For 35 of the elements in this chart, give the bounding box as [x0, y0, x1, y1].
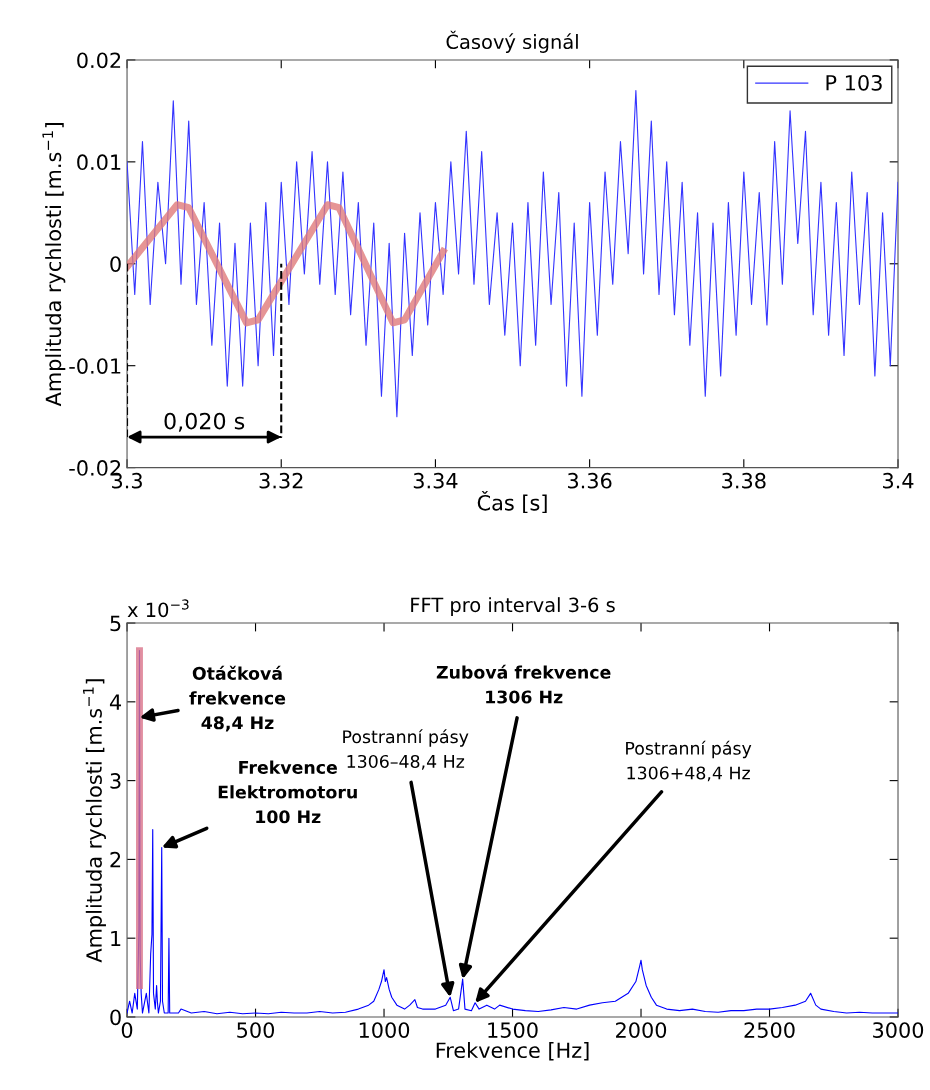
y-tick-label: 4: [109, 694, 122, 710]
annotation: Postranní pásy 1306–48,4 Hz: [343, 729, 469, 770]
x-tick-label: 2000: [616, 1022, 667, 1038]
y-tick-label: 1: [111, 930, 121, 947]
y-tick-label: 0: [110, 1009, 121, 1026]
x-tick-label: 0: [121, 1022, 133, 1038]
y-tick-label: 3: [110, 773, 121, 789]
x-tick-label: 3.34: [413, 472, 458, 489]
annotation: Otáčková frekvence 48,4 Hz: [189, 665, 286, 732]
x-tick-label: 3.4: [883, 472, 914, 489]
y-tick-label: -0.01: [69, 358, 121, 374]
x-tick-label: 500: [237, 1022, 275, 1038]
y-tick-label: 0.01: [77, 154, 121, 171]
annotation: Zubová frekvence 1306 Hz: [436, 664, 611, 704]
y-tick-label: 0: [110, 256, 121, 272]
text: x 10$^{−3}$: [127, 599, 189, 618]
annotation: 0,020 s: [164, 412, 245, 432]
y-tick-label: 2: [110, 851, 121, 868]
x-axis-title: Frekvence [Hz]: [436, 1041, 589, 1061]
chart-title: Časový signál: [446, 30, 578, 53]
y-tick-label: 0.02: [77, 52, 121, 69]
legend-label: P 103: [826, 74, 882, 91]
y-tick-label: 5: [110, 615, 121, 632]
annotation: Postranní pásy 1306+48,4 Hz: [626, 740, 752, 782]
x-tick-label: 2500: [744, 1022, 795, 1038]
x-tick-label: 3000: [873, 1022, 924, 1038]
x-tick-label: 3.38: [722, 472, 766, 489]
x-tick-label: 3.36: [568, 472, 612, 489]
x-axis-title: Čas [s]: [477, 491, 547, 514]
x-tick-label: 1000: [359, 1022, 410, 1038]
chart-title: FFT pro interval 3-6 s: [411, 597, 615, 616]
y-axis-title: Amplituda rychlosti [m.s$^{−1}$]: [83, 679, 106, 963]
y-axis-title: Amplituda rychlosti [m.s$^{−1}$]: [42, 123, 66, 407]
x-tick-label: 1500: [488, 1022, 538, 1038]
x-tick-label: 3.32: [259, 472, 303, 489]
